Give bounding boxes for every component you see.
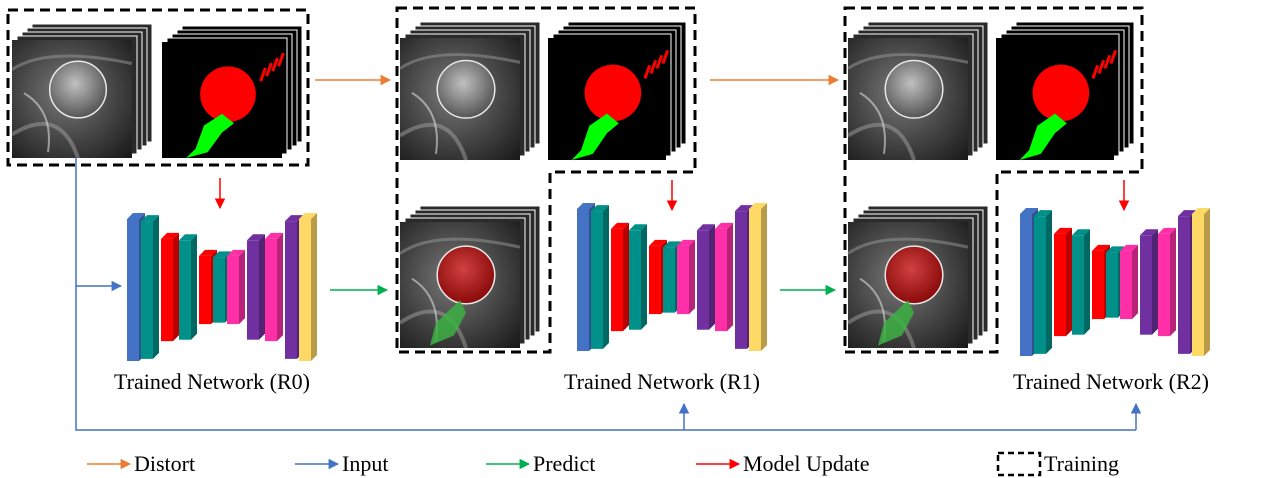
network-r2-layer-7 (1140, 229, 1158, 335)
network-r1-layer-6 (677, 239, 695, 315)
input-arrows (75, 158, 1142, 431)
mask-stack-1 (548, 21, 687, 160)
network-r2-layer-1 (1034, 210, 1052, 354)
training-boxes (6, 6, 1144, 354)
prediction-overlay-stack-2 (846, 205, 989, 349)
mask-stack-2 (996, 21, 1135, 160)
legend-input-label: Input (342, 451, 389, 476)
network-r1-layer-7 (697, 224, 715, 330)
legend-predict-label: Predict (533, 451, 596, 476)
mri-stack-0 (10, 23, 153, 159)
legend-training-label: Training (1044, 451, 1119, 476)
network-r0-layer-8 (265, 232, 283, 342)
network-r2-layer-4 (1092, 244, 1110, 320)
training-box-1 (395, 6, 697, 354)
network-r0-layer-10 (299, 213, 317, 361)
network-r0 (127, 213, 317, 361)
network-r1-layer-8 (715, 222, 733, 332)
prediction-overlay-stack-1 (398, 205, 541, 349)
model-update-arrows (214, 178, 1130, 212)
network-r1 (577, 203, 767, 351)
training-box-0 (6, 8, 310, 167)
network-r2-layer-10 (1192, 208, 1210, 356)
network-r1-layer-1 (591, 205, 609, 349)
training-box-2 (843, 6, 1144, 354)
network-r1-layer-10 (749, 203, 767, 351)
legend-model-update-label: Model Update (743, 451, 870, 476)
network-r2 (1020, 208, 1210, 356)
network-r2-layer-2 (1054, 227, 1072, 337)
legend (87, 451, 1042, 477)
network-r2-layer-6 (1120, 244, 1138, 320)
legend-training-box-icon (996, 451, 1042, 477)
network-r2-layer-8 (1158, 227, 1176, 337)
network-label-r1: Trained Network (R1) (564, 369, 760, 394)
network-r1-layer-3 (629, 224, 647, 330)
network-r0-layer-2 (161, 232, 179, 342)
network-r0-layer-1 (141, 215, 159, 359)
network-label-r2: Trained Network (R2) (1013, 369, 1209, 394)
network-r2-layer-3 (1072, 229, 1090, 335)
network-r0-layer-3 (179, 234, 197, 340)
network-label-r0: Trained Network (R0) (114, 369, 310, 394)
legend-distort-label: Distort (134, 451, 196, 476)
mri-stack-1 (398, 21, 541, 161)
mri-stack-2 (846, 21, 989, 161)
network-r0-layer-7 (247, 234, 265, 340)
input-line-main (75, 158, 1136, 431)
network-r1-layer-2 (611, 222, 629, 332)
mask-stack-0 (162, 25, 303, 158)
network-r0-layer-6 (227, 249, 245, 325)
